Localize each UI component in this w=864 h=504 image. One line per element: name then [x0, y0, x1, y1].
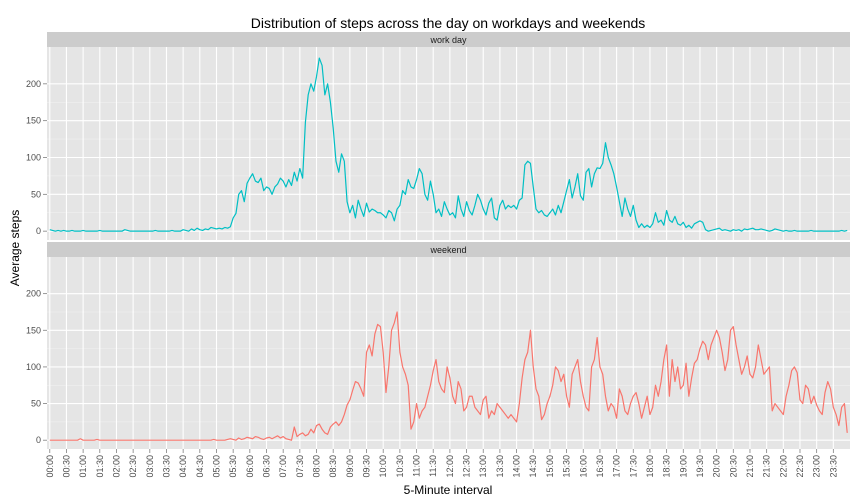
y-axis-title: Average steps — [8, 210, 22, 287]
panel-strip-label: work day — [429, 35, 467, 45]
x-tick-label: 15:30 — [562, 455, 572, 478]
x-tick-label: 00:00 — [45, 455, 55, 478]
x-tick-label: 05:00 — [211, 455, 221, 478]
y-tick-label: 0 — [36, 435, 41, 445]
x-tick-label: 18:00 — [645, 455, 655, 478]
panel-strip-label: weekend — [429, 245, 466, 255]
panel-strip — [47, 242, 850, 257]
y-tick-label: 200 — [26, 79, 41, 89]
x-tick-label: 10:30 — [395, 455, 405, 478]
x-tick-label: 10:00 — [378, 455, 388, 478]
x-tick-label: 15:00 — [545, 455, 555, 478]
x-tick-label: 14:00 — [512, 455, 522, 478]
x-tick-label: 13:00 — [478, 455, 488, 478]
x-tick-label: 04:00 — [178, 455, 188, 478]
chart-title: Distribution of steps across the day on … — [251, 15, 646, 31]
x-tick-label: 08:30 — [328, 455, 338, 478]
plot-background — [47, 257, 850, 449]
x-tick-label: 20:30 — [728, 455, 738, 478]
x-tick-label: 01:00 — [78, 455, 88, 478]
x-tick-label: 14:30 — [528, 455, 538, 478]
x-tick-label: 04:30 — [195, 455, 205, 478]
x-tick-label: 20:00 — [712, 455, 722, 478]
y-tick-label: 200 — [26, 289, 41, 299]
x-tick-label: 11:00 — [412, 455, 422, 477]
x-tick-label: 06:30 — [262, 455, 272, 478]
x-tick-label: 21:30 — [762, 455, 772, 478]
x-tick-label: 07:30 — [295, 455, 305, 478]
panel-strip — [47, 32, 850, 47]
y-tick-label: 50 — [31, 399, 41, 409]
y-tick-label: 150 — [26, 116, 41, 126]
x-tick-label: 08:00 — [312, 455, 322, 478]
x-tick-label: 21:00 — [745, 455, 755, 478]
x-tick-label: 17:30 — [628, 455, 638, 478]
y-tick-label: 150 — [26, 325, 41, 335]
y-tick-label: 0 — [36, 226, 41, 236]
x-tick-label: 01:30 — [95, 455, 105, 478]
y-tick-label: 100 — [26, 152, 41, 162]
x-tick-label: 12:30 — [462, 455, 472, 478]
x-ticks-layer: 00:00 00:30 01:00 01:30 02:00 02:30 03:00 03:30… — [45, 449, 838, 478]
panel-work-day: work day 0 50 100 150 200 — [26, 32, 850, 240]
panel-weekend: weekend 0 50 100 150 200 — [26, 242, 850, 449]
x-tick-label: 02:00 — [111, 455, 121, 478]
x-tick-label: 17:00 — [612, 455, 622, 478]
x-tick-label: 09:30 — [362, 455, 372, 478]
series-line-weekend — [49, 311, 848, 441]
x-tick-label: 09:00 — [345, 455, 355, 478]
x-tick-label: 07:00 — [278, 455, 288, 478]
x-tick-label: 16:00 — [578, 455, 588, 478]
x-tick-label: 23:00 — [812, 455, 822, 478]
x-tick-label: 22:00 — [778, 455, 788, 478]
x-tick-label: 13:30 — [495, 455, 505, 478]
x-tick-label: 23:30 — [828, 455, 838, 478]
y-tick-label: 100 — [26, 362, 41, 372]
x-tick-label: 22:30 — [795, 455, 805, 478]
x-tick-label: 02:30 — [128, 455, 138, 478]
x-tick-label: 06:00 — [245, 455, 255, 478]
x-tick-label: 12:00 — [445, 455, 455, 478]
x-tick-label: 03:30 — [161, 455, 171, 478]
x-tick-label: 19:00 — [678, 455, 688, 478]
x-tick-label: 00:30 — [61, 455, 71, 478]
series-line-work-day — [49, 57, 848, 232]
x-tick-label: 18:30 — [662, 455, 672, 478]
x-tick-label: 11:30 — [428, 455, 438, 477]
panels-layer: work day 0 50 100 150 200 weekend 0 50 100 150 200 — [26, 32, 850, 449]
x-tick-label: 05:30 — [228, 455, 238, 478]
y-tick-label: 50 — [31, 189, 41, 199]
x-tick-label: 19:30 — [695, 455, 705, 478]
x-tick-label: 16:30 — [595, 455, 605, 478]
x-tick-label: 03:00 — [145, 455, 155, 478]
x-axis-title: 5-Minute interval — [404, 483, 493, 497]
